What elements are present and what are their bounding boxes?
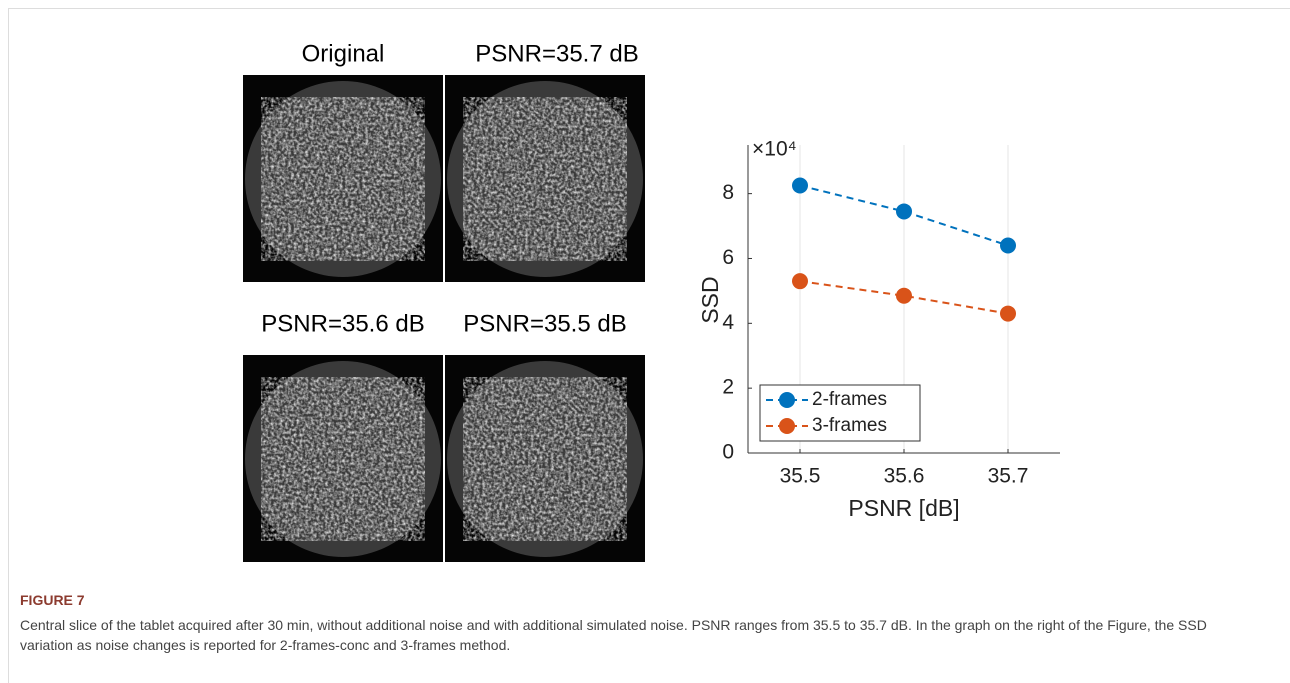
figure-label: FIGURE 7 <box>20 592 85 608</box>
point <box>792 177 808 194</box>
y-axis-label: SSD <box>697 276 723 323</box>
point <box>1000 237 1016 254</box>
legend-marker <box>779 392 795 408</box>
figure-card <box>8 8 1290 683</box>
y-tick-label: 8 <box>722 181 734 204</box>
point <box>1000 305 1016 322</box>
y-tick-label: 4 <box>722 311 734 334</box>
tablet-texture <box>261 377 425 541</box>
x-axis-label: PSNR [dB] <box>848 495 959 521</box>
legend-label: 3-frames <box>812 415 887 436</box>
panel-label: Original <box>302 40 385 67</box>
y-tick-label: 2 <box>722 376 734 399</box>
tablet-texture <box>463 377 627 541</box>
x-tick-label: 35.7 <box>988 465 1029 488</box>
y-tick-label: 6 <box>722 246 734 269</box>
y-tick-label: 0 <box>722 441 734 464</box>
legend-label: 2-frames <box>812 389 887 410</box>
panel-label: PSNR=35.5 dB <box>463 310 626 337</box>
y-multiplier: ×10⁴ <box>752 138 797 161</box>
legend-marker <box>779 418 795 434</box>
point <box>896 287 912 304</box>
point <box>792 273 808 290</box>
panel-label: PSNR=35.7 dB <box>475 40 638 67</box>
figure-caption: Central slice of the tablet acquired aft… <box>20 617 1207 653</box>
panel-label: PSNR=35.6 dB <box>261 310 424 337</box>
figure: Original PSNR=35.7 dB PSNR=35.6 dB PSNR=35.… <box>243 40 1060 562</box>
tablet-texture <box>463 97 627 261</box>
x-tick-label: 35.5 <box>780 465 821 488</box>
x-tick-label: 35.6 <box>884 465 925 488</box>
point <box>896 203 912 220</box>
tablet-texture <box>261 97 425 261</box>
series-line <box>799 184 1009 247</box>
